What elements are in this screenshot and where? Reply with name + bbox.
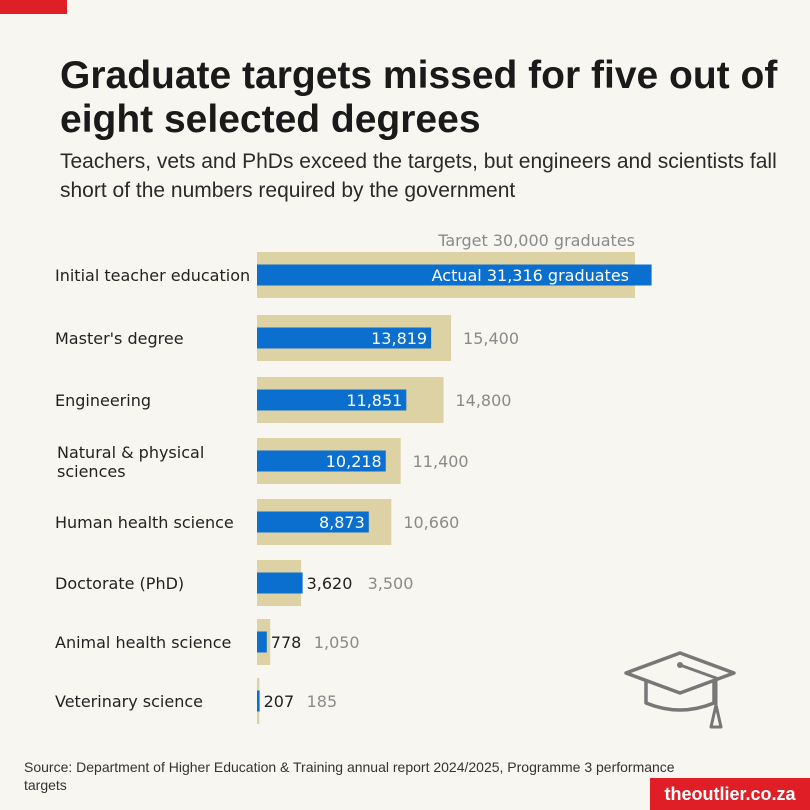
source-note: Source: Department of Higher Education &… (24, 759, 675, 793)
actual-value-label: Actual 31,316 graduates (432, 266, 629, 285)
actual-value-label: 8,873 (319, 513, 365, 532)
target-value-label: 11,400 (413, 452, 469, 471)
category-label: Human health science (55, 513, 234, 532)
target-value-label: 10,660 (403, 513, 459, 532)
actual-bar (257, 327, 432, 349)
chart-subtitle: Teachers, vets and PhDs exceed the targe… (60, 150, 777, 202)
target-header-label: Target 30,000 graduates (437, 231, 635, 250)
actual-value-label: 207 (264, 692, 295, 711)
bar-chart: Target 30,000 graduates Initial teacher e… (55, 231, 652, 724)
actual-value-label: 13,819 (371, 329, 427, 348)
brand-badge[interactable]: theoutlier.co.za (650, 778, 810, 810)
category-label: Veterinary science (55, 692, 203, 711)
category-label: Initial teacher education (55, 266, 250, 285)
top-accent-bar (0, 0, 67, 14)
target-value-label: 185 (307, 692, 338, 711)
category-label: Doctorate (PhD) (55, 574, 184, 593)
graduation-cap-icon (620, 645, 740, 740)
target-value-label: 1,050 (314, 633, 360, 652)
actual-value-label: 778 (271, 633, 302, 652)
actual-bar (257, 389, 407, 411)
target-value-label: 15,400 (463, 329, 519, 348)
category-label: Natural & physical sciences (57, 443, 204, 481)
chart-title: Graduate targets missed for five out of … (60, 54, 778, 141)
category-label: Master's degree (55, 329, 184, 348)
category-label: Animal health science (55, 633, 231, 652)
actual-bar (257, 450, 386, 472)
actual-bar (257, 511, 369, 533)
actual-bar (257, 631, 267, 653)
target-value-label: 3,500 (368, 574, 414, 593)
actual-value-label: 10,218 (326, 452, 382, 471)
actual-bar (257, 264, 652, 286)
target-value-label: 14,800 (455, 391, 511, 410)
actual-bar (257, 572, 303, 594)
category-label: Engineering (55, 391, 151, 410)
actual-value-label: 3,620 (307, 574, 353, 593)
actual-value-label: 11,851 (346, 391, 402, 410)
actual-bar (257, 690, 260, 712)
